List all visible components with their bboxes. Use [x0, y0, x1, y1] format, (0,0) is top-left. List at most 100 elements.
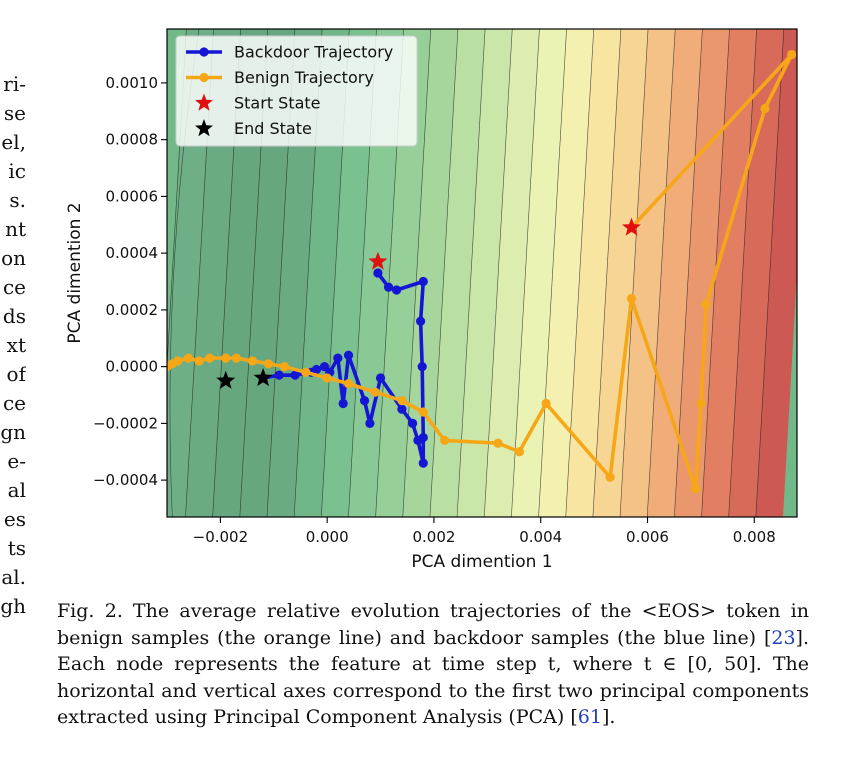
data-point-backdoor [359, 396, 370, 406]
data-point-backdoor [319, 362, 330, 372]
contour-line [483, 29, 513, 517]
legend-star-swatch [195, 93, 213, 111]
data-point-benign [194, 356, 204, 366]
data-point-benign [787, 49, 797, 60]
contour-band [565, 29, 621, 517]
data-point-benign [541, 398, 551, 409]
data-point-backdoor [343, 350, 354, 360]
data-point-benign [493, 438, 503, 448]
y-tick-label: −0.0002 [93, 414, 158, 432]
contour-band [239, 29, 295, 517]
contour-line [429, 29, 459, 517]
data-point-benign [343, 379, 354, 389]
pca-trajectory-figure: −0.002 0.000 0.002 0.004 0.006 0.008 −0.0004 −0… [65, 28, 798, 572]
contour-band [701, 29, 757, 517]
data-point-backdoor [418, 458, 428, 468]
data-point-backdoor [338, 398, 348, 409]
end-state-marker [253, 368, 273, 387]
contour-band [167, 29, 214, 517]
legend-label: Benign Trajectory [234, 68, 374, 87]
left-text-fragment: ce [2, 391, 26, 415]
data-point-backdoor [416, 316, 426, 326]
chart-legend: Backdoor Trajectory Benign Trajectory Star… [175, 35, 418, 147]
y-tick-label: 0.0004 [106, 244, 159, 262]
contour-band [212, 29, 268, 517]
data-point-backdoor [274, 370, 284, 380]
contour-line [728, 29, 757, 517]
contour-line [565, 29, 595, 517]
data-point-benign [263, 359, 274, 369]
start-state-marker [368, 251, 388, 270]
figure-caption: Fig. 2. The average relative evolution tr… [57, 598, 809, 731]
contour-band [294, 29, 350, 517]
contour-band [647, 29, 703, 517]
data-point-benign [221, 353, 231, 363]
contour-band [484, 29, 540, 517]
citation-link-61[interactable]: 61 [577, 706, 602, 728]
legend-label: Backdoor Trajectory [234, 43, 393, 62]
x-tick-label: −0.002 [193, 528, 249, 546]
left-text-fragment: se [3, 101, 26, 125]
data-point-backdoor [417, 362, 427, 372]
left-text-fragment: s. [9, 188, 26, 212]
contour-band [728, 29, 784, 517]
end-state-marker [216, 370, 236, 389]
contour-band [755, 29, 797, 517]
contour-line [538, 29, 567, 517]
data-point-backdoor [397, 404, 407, 414]
left-text-fragment: es [3, 507, 26, 531]
contour-line [402, 29, 432, 517]
left-text-fragment: al [7, 478, 26, 502]
data-point-backdoor [365, 418, 375, 428]
data-point-benign [183, 353, 193, 363]
contour-line [511, 29, 540, 517]
y-axis-label: PCA dimention 2 [65, 202, 85, 343]
legend-marker-swatch [199, 47, 209, 57]
contour-band [266, 29, 323, 517]
left-text-fragment: nt [5, 217, 26, 241]
data-point-benign [440, 435, 450, 445]
data-point-benign [247, 356, 258, 366]
caption-text-1: The average relative evolution trajector… [57, 600, 809, 649]
left-text-fragment: ce [2, 275, 26, 299]
contour-line [456, 29, 486, 517]
y-tick-label: 0.0002 [106, 301, 159, 319]
data-point-benign [370, 387, 380, 397]
contour-band [674, 29, 730, 517]
legend-box [175, 35, 418, 147]
left-text-fragment: gn [0, 420, 26, 444]
contour-line [755, 29, 785, 517]
caption-text-3: ]. [601, 706, 616, 728]
legend-label: End State [234, 119, 312, 138]
data-point-backdoor [373, 268, 383, 278]
left-text-fragment: al. [1, 565, 26, 589]
data-point-benign [322, 373, 332, 383]
plot-frame [166, 28, 798, 518]
left-text-fragment: el, [1, 130, 26, 154]
data-point-backdoor [375, 373, 386, 383]
y-tick-label: 0.0006 [106, 187, 159, 205]
data-point-backdoor [407, 418, 418, 428]
left-text-fragment: ri- [3, 72, 26, 96]
x-tick-label: 0.006 [626, 528, 669, 546]
data-point-backdoor [290, 370, 300, 380]
contour-band [321, 29, 377, 517]
data-point-benign [167, 362, 172, 372]
left-text-fragment: on [1, 246, 26, 270]
y-tick-label: 0.0010 [106, 74, 159, 92]
axes-layer: −0.002 0.000 0.002 0.004 0.006 0.008 −0.0004 −0… [93, 74, 776, 546]
data-point-backdoor [383, 282, 394, 292]
data-point-benign [514, 447, 524, 457]
left-text-fragment: ds [2, 304, 26, 328]
contour-band [592, 29, 649, 517]
data-point-benign [701, 299, 711, 309]
y-tick-label: −0.0004 [93, 471, 158, 489]
contour-band [185, 29, 241, 517]
legend-label: Start State [234, 94, 321, 113]
contour-line [592, 29, 622, 517]
x-axis-label: PCA dimention 1 [411, 552, 552, 572]
data-point-benign [760, 103, 770, 114]
citation-link-23[interactable]: 23 [771, 626, 796, 649]
trajectory-layer [167, 49, 797, 494]
data-point-benign [626, 293, 637, 304]
